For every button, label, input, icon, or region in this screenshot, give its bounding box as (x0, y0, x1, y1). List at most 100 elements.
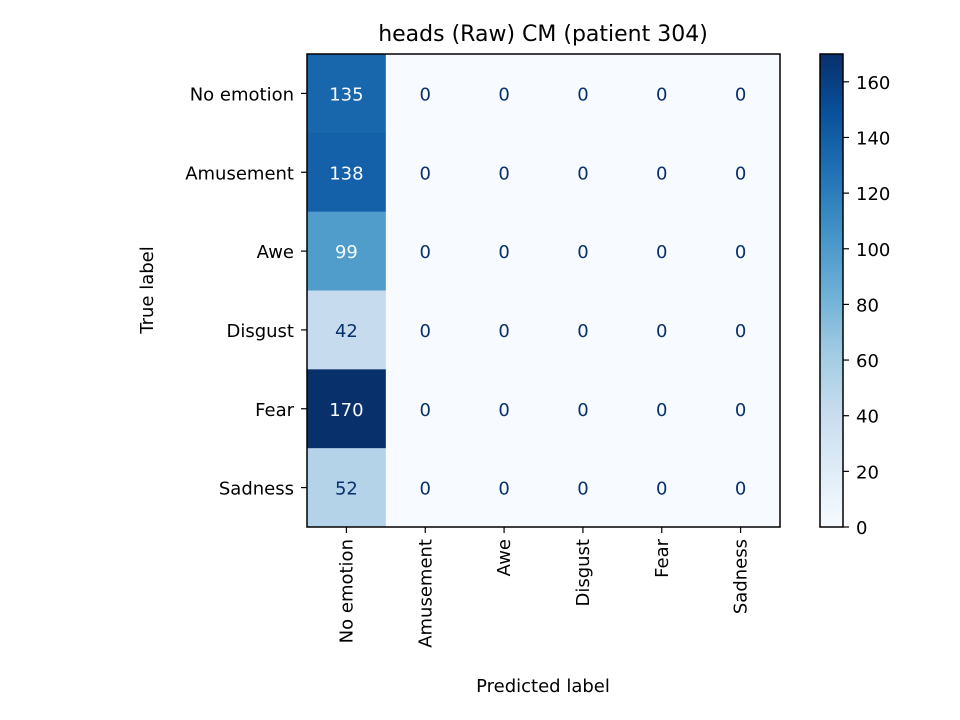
cell-value: 0 (656, 479, 667, 500)
heatmap-cell (543, 54, 623, 134)
cell-value: 0 (656, 242, 667, 263)
heatmap-cell (622, 448, 702, 528)
heatmap-cell (464, 54, 544, 134)
heatmap-cell (385, 211, 466, 291)
cell-value: 0 (656, 321, 667, 342)
cell-value: 0 (735, 163, 746, 184)
cell-value: 0 (498, 479, 509, 500)
heatmap-cell (701, 369, 781, 449)
colorbar-tick-label: 160 (856, 73, 890, 94)
heatmap-cell (543, 369, 623, 449)
cell-value: 0 (577, 163, 588, 184)
x-axis: No emotion Amusement Awe Disgust Fear Sadness (336, 527, 752, 648)
heatmap-cell (307, 448, 387, 528)
heatmap-cell (701, 132, 781, 213)
plot-frame (306, 53, 781, 528)
heatmap-cell (464, 369, 544, 449)
heatmap-cell (622, 211, 702, 291)
cell-value: 0 (498, 242, 509, 263)
cell-value: 0 (498, 84, 509, 105)
cell-value: 0 (735, 400, 746, 421)
cell-value: 138 (329, 163, 363, 184)
cell-value: 0 (656, 163, 667, 184)
cell-value: 99 (335, 242, 358, 263)
cell-value: 0 (577, 242, 588, 263)
heatmap-cell (701, 211, 781, 291)
y-tick-label: Awe (257, 242, 294, 263)
cell-value: 0 (735, 84, 746, 105)
cell-value: 0 (498, 321, 509, 342)
cell-value: 0 (577, 400, 588, 421)
x-tick-label: Awe (494, 539, 515, 576)
colorbar-frame (819, 53, 844, 528)
cell-value: 0 (577, 321, 588, 342)
cell-value: 0 (577, 479, 588, 500)
cell-value: 0 (656, 84, 667, 105)
heatmap-cell (464, 132, 544, 213)
x-tick-label: Disgust (573, 539, 594, 607)
heatmap-cell (701, 54, 781, 134)
y-axis: No emotion Amusement Awe Disgust Fear Sadness (185, 84, 307, 500)
heatmap-cell (622, 290, 702, 370)
colorbar-tick-label: 80 (856, 295, 879, 316)
heatmap-cell (543, 211, 623, 291)
x-tick-label: Sadness (731, 539, 752, 614)
heatmap-cell (307, 290, 387, 370)
heatmap-cell (622, 54, 702, 134)
cell-value: 0 (420, 163, 431, 184)
cell-value: 0 (735, 242, 746, 263)
cell-value: 0 (656, 400, 667, 421)
y-tick-label: Fear (255, 400, 294, 421)
heatmap-cell (543, 448, 623, 528)
heatmap-cell (622, 369, 702, 449)
heatmap-cell (385, 448, 466, 528)
x-tick-label: Fear (652, 538, 673, 577)
cell-value: 0 (735, 479, 746, 500)
colorbar-tick-label: 140 (856, 128, 890, 149)
heatmap-cell (701, 290, 781, 370)
y-axis-label: True label (137, 246, 158, 335)
cell-value: 52 (335, 479, 358, 500)
heatmap-cell-labels: 135 0 0 0 0 0 138 0 0 0 0 0 99 0 0 0 0 0 42 0 0 0 0 0 170 0 0 0 0 0 52… (329, 84, 746, 499)
heatmap-cell (543, 132, 623, 213)
colorbar-tick-label: 100 (856, 240, 890, 261)
heatmap-cell (464, 290, 544, 370)
cell-value: 170 (329, 400, 363, 421)
cell-value: 0 (420, 479, 431, 500)
heatmap-cell (385, 54, 466, 134)
y-tick-label: No emotion (190, 84, 294, 105)
colorbar-tick-label: 120 (856, 184, 890, 205)
colorbar-tick-label: 40 (856, 407, 879, 428)
heatmap-cell (385, 290, 466, 370)
cell-value: 0 (420, 242, 431, 263)
chart-title: heads (Raw) CM (patient 304) (378, 22, 708, 47)
colorbar-tick-label: 20 (856, 462, 879, 483)
colorbar-tick-label: 0 (856, 518, 867, 539)
x-tick-label: No emotion (336, 539, 357, 643)
y-tick-label: Amusement (185, 163, 294, 184)
x-axis-label: Predicted label (476, 676, 610, 697)
x-tick-label: Amusement (415, 539, 436, 648)
heatmap-cell (701, 448, 781, 528)
y-tick-label: Disgust (226, 321, 294, 342)
heatmap-cell (464, 448, 544, 528)
cell-value: 0 (577, 84, 588, 105)
heatmap-cell (307, 132, 387, 213)
heatmap-cell (307, 211, 387, 291)
cell-value: 0 (420, 400, 431, 421)
heatmap-cell (307, 54, 387, 134)
cell-value: 135 (329, 84, 363, 105)
colorbar: 0 20 40 60 80 100 120 140 160 (819, 53, 890, 539)
heatmap-cell (464, 211, 544, 291)
heatmap-cell (622, 132, 702, 213)
cell-value: 0 (498, 400, 509, 421)
cell-value: 42 (335, 321, 358, 342)
cell-value: 0 (735, 321, 746, 342)
colorbar-gradient (820, 54, 843, 527)
cell-value: 0 (420, 321, 431, 342)
heatmap-cell (385, 132, 466, 213)
heatmap-cell (307, 369, 387, 449)
heatmap-cells (307, 54, 781, 528)
cell-value: 0 (420, 84, 431, 105)
